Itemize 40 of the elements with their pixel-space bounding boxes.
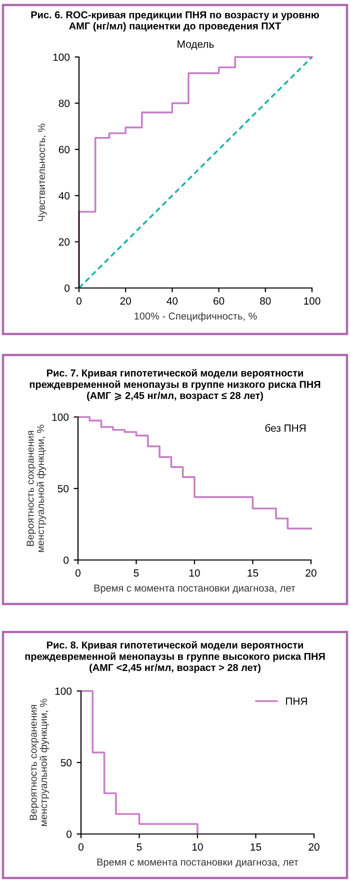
x-tick-label: 0 <box>78 843 84 851</box>
y-tick-label: 60 <box>58 146 70 154</box>
x-tick-label: 0 <box>76 297 82 305</box>
x-tick-label: 80 <box>260 297 271 305</box>
x-tick-label: 0 <box>76 569 80 577</box>
y-axis-title: Вероятность сохранения менструальной функции, % <box>30 698 50 826</box>
x-tick-label: 100 <box>304 297 320 305</box>
x-tick-label: 5 <box>134 569 139 577</box>
chart-title: Рис. 7. Кривая гипотетической модели вероятности преждевременной менопаузы в группе низкого риска ПНЯ (АМГ ⩾ 2,45 нг/мл, возраст ≤ 28 лет) <box>30 369 320 402</box>
y-tick-label: 100 <box>53 54 70 61</box>
x-tick-label: 5 <box>136 843 142 851</box>
x-tick-label: 10 <box>192 843 203 851</box>
y-tick-label: 100 <box>52 414 69 421</box>
chart-title: Рис. 6. ROC-кривая предикции ПНЯ по возрасту и уровню АМГ (нг/мл) пациентки до проведения ПХТ <box>31 11 319 32</box>
x-tick-label: 20 <box>306 569 316 577</box>
legend-label: ПНЯ <box>286 698 307 705</box>
y-tick-label: 0 <box>66 830 72 838</box>
chart-subtitle: Модель <box>178 40 214 50</box>
x-axis-title: 100% - Специфичность, % <box>134 312 257 322</box>
y-axis-title: Вероятность сохранения менструальной функции, % <box>26 424 46 552</box>
y-tick-label: 0 <box>64 556 69 564</box>
y-tick-label: 40 <box>58 192 70 200</box>
y-tick-label: 100 <box>55 688 72 695</box>
x-tick-label: 15 <box>250 843 262 851</box>
chart-title: Рис. 8. Кривая гипотетической модели вероятности преждевременной менопаузы в группе высокого риска ПНЯ (АМГ <2,45 нг/мл, возраст > 28 лет) <box>25 641 325 674</box>
x-axis-title: Время с момента постановки диагноза, лет <box>97 858 298 868</box>
y-tick-label: 50 <box>60 759 72 766</box>
y-tick-label: 20 <box>58 238 70 246</box>
annotation: без ПНЯ <box>265 424 306 432</box>
x-tick-label: 15 <box>248 569 258 577</box>
y-tick-label: 0 <box>64 284 70 292</box>
x-tick-label: 20 <box>308 843 320 851</box>
x-tick-label: 60 <box>214 297 224 305</box>
x-tick-label: 20 <box>120 297 131 305</box>
x-tick-label: 10 <box>190 569 200 577</box>
y-tick-label: 50 <box>58 485 69 492</box>
y-axis-title: Чувствительность, % <box>38 124 48 221</box>
x-tick-label: 40 <box>166 297 178 305</box>
y-tick-label: 80 <box>58 100 70 108</box>
x-axis-title: Время с момента постановки диагноза, лет <box>94 584 296 594</box>
